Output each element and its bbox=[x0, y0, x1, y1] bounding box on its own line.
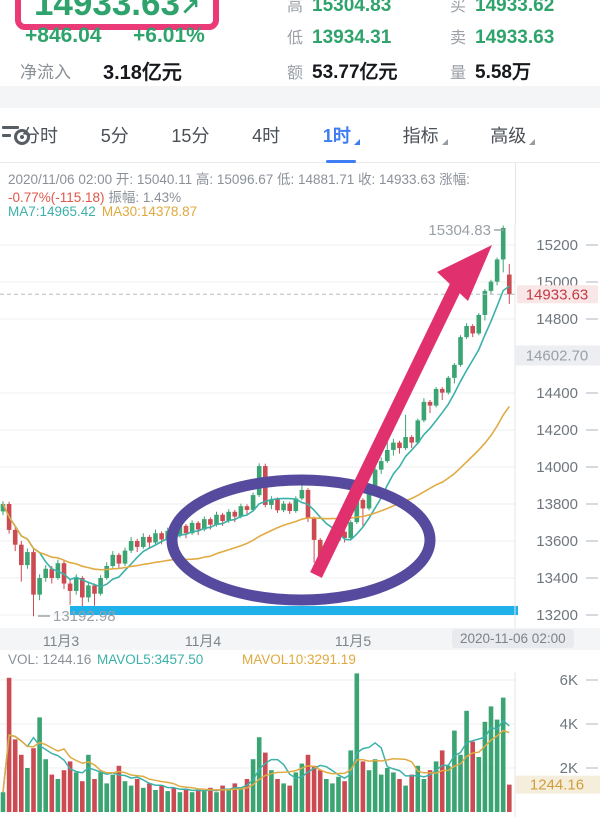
x-axis-date-badge: 2020-11-06 02:00 bbox=[452, 629, 574, 648]
volume-current-badge bbox=[515, 775, 600, 794]
svg-text:6K: 6K bbox=[560, 672, 578, 689]
ohlc-info-line: 2020/11/06 02:00 开: 15040.11 高: 15096.67… bbox=[8, 172, 470, 187]
vol-label: VOL: 1244.16 bbox=[8, 652, 92, 667]
caret-icon bbox=[441, 139, 448, 145]
high-price-label: 15304.83 bbox=[428, 225, 491, 239]
stat-ask: 卖 14933.63 bbox=[450, 27, 555, 48]
tab-15min[interactable]: 15分 bbox=[171, 126, 210, 146]
svg-text:1244.16: 1244.16 bbox=[530, 777, 584, 794]
tab-indicator[interactable]: 指标 bbox=[403, 108, 448, 163]
blue-support-line-annotation bbox=[70, 606, 518, 615]
candles-layer bbox=[0, 225, 512, 617]
x-axis-label-nov3: 11月3 bbox=[42, 633, 80, 649]
ma-line: MA7:14965.42 MA30:14378.87 bbox=[8, 204, 197, 219]
svg-text:14800: 14800 bbox=[536, 311, 578, 328]
svg-text:14200: 14200 bbox=[536, 422, 578, 439]
ma7-value: MA7:14965.42 bbox=[8, 204, 96, 219]
stat-bid: 买 14933.62 bbox=[450, 0, 555, 16]
tab-5min[interactable]: 5分 bbox=[100, 126, 129, 146]
volume-header: VOL: 1244.16 MAVOL5:3457.50 MAVOL10:3291… bbox=[0, 652, 600, 672]
purple-ellipse-annotation bbox=[166, 474, 436, 606]
change-value: +846.04 bbox=[25, 24, 102, 47]
stat-low: 低 13934.31 bbox=[287, 27, 392, 48]
price-box: 14933.63↗ bbox=[15, 0, 219, 30]
svg-text:14602.70: 14602.70 bbox=[526, 348, 589, 365]
mavol5-label: MAVOL5:3457.50 bbox=[97, 652, 204, 667]
change-amplitude-line: -0.77%(-115.18) 振幅: 1.43% bbox=[8, 186, 181, 206]
x-axis: 11月3 11月4 11月5 2020-11-06 02:00 bbox=[0, 628, 600, 650]
change-percent: +6.01% bbox=[133, 24, 205, 47]
tab-1hour[interactable]: 1时 bbox=[323, 108, 360, 163]
caret-icon bbox=[529, 139, 536, 145]
tab-advanced[interactable]: 高级 bbox=[490, 108, 536, 163]
tab-timeshare[interactable]: 分时 bbox=[22, 126, 58, 146]
main-price: 14933.63↗ bbox=[34, 0, 200, 24]
price-chart[interactable]: 1520015000148001440014200140001380013600… bbox=[0, 225, 600, 628]
current-price-badge bbox=[517, 285, 598, 304]
mavol10-label: MAVOL10:3291.19 bbox=[242, 652, 356, 667]
pink-arrow-shaft bbox=[310, 279, 464, 578]
panel-divider bbox=[0, 86, 600, 108]
x-axis-label-nov4: 11月4 bbox=[184, 633, 222, 649]
stat-high: 高 15304.83 bbox=[287, 0, 392, 16]
svg-text:14000: 14000 bbox=[536, 459, 578, 476]
ma30-value: MA30:14378.87 bbox=[101, 204, 198, 219]
price-trend-icon: ↗ bbox=[179, 0, 201, 21]
ma7-line bbox=[2, 285, 510, 588]
caret-icon bbox=[353, 139, 360, 145]
svg-text:14933.63: 14933.63 bbox=[526, 286, 589, 303]
svg-text:15200: 15200 bbox=[536, 237, 578, 254]
svg-text:2K: 2K bbox=[560, 760, 578, 777]
low-price-label: 13192.98 bbox=[53, 608, 116, 625]
ma-ref-badge bbox=[515, 345, 600, 366]
axis-border bbox=[515, 163, 516, 225]
ohlc-info: 2020/11/06 02:00 开: 15040.11 高: 15096.67… bbox=[0, 163, 515, 225]
quote-panel: 14933.63↗ +846.04 +6.01% 净流入 3.18亿元 高 153… bbox=[0, 0, 600, 86]
mavol5-line bbox=[2, 719, 510, 793]
svg-text:14400: 14400 bbox=[536, 385, 578, 402]
volume-bars-layer bbox=[0, 673, 512, 812]
pink-arrow-head bbox=[437, 245, 492, 301]
net-inflow-value: 3.18亿元 bbox=[103, 62, 182, 84]
stat-volume: 量 5.58万 bbox=[450, 62, 531, 83]
svg-text:13600: 13600 bbox=[536, 533, 578, 550]
tab-4hour[interactable]: 4时 bbox=[252, 126, 281, 146]
svg-text:13200: 13200 bbox=[536, 607, 578, 624]
net-inflow-label: 净流入 bbox=[20, 63, 71, 82]
svg-text:4K: 4K bbox=[560, 716, 578, 733]
svg-text:13400: 13400 bbox=[536, 570, 578, 587]
amplitude-info: 振幅: 1.43% bbox=[108, 190, 182, 205]
change-info: -0.77%(-115.18) bbox=[8, 190, 105, 205]
stat-turnover: 额 53.77亿元 bbox=[287, 62, 398, 83]
ma30-line bbox=[2, 406, 510, 571]
interval-tab-bar: 分时 5分 15分 4时 1时 指标 高级 bbox=[0, 108, 600, 163]
svg-text:13800: 13800 bbox=[536, 496, 578, 513]
mavol10-line bbox=[2, 729, 510, 793]
x-axis-label-nov5: 11月5 bbox=[334, 633, 372, 649]
